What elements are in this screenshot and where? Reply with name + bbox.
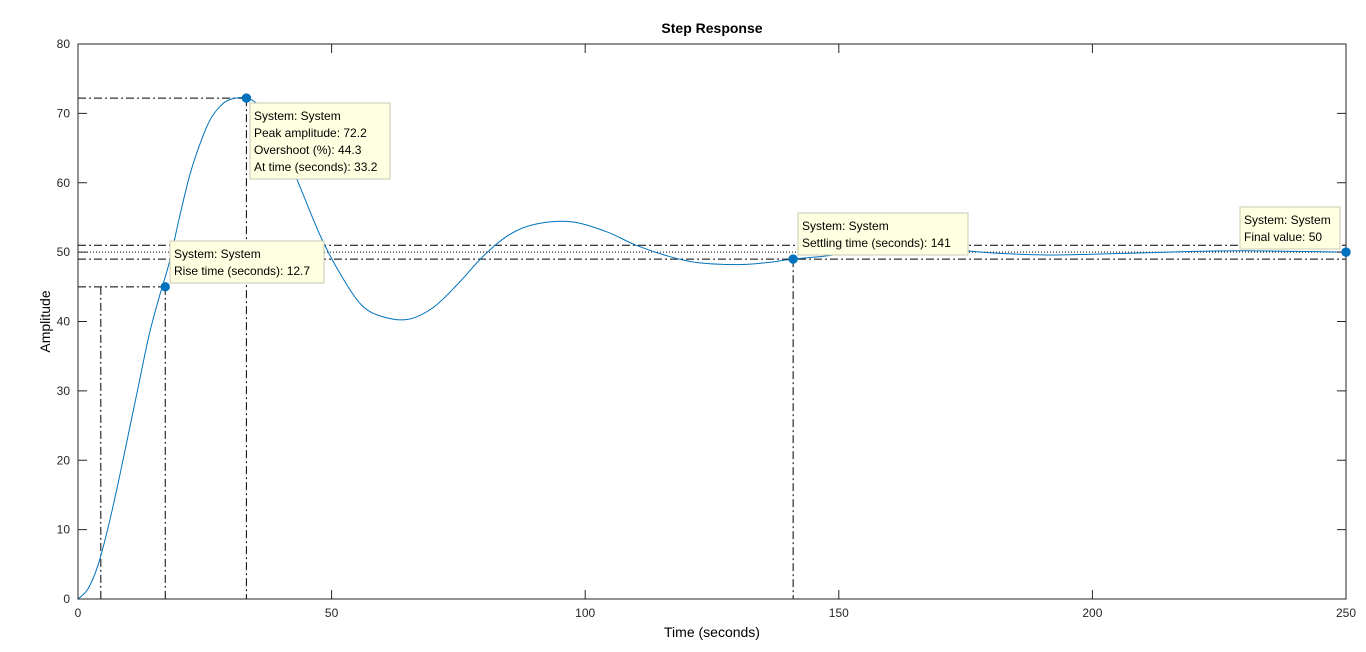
rise-time-tip-line: Rise time (seconds): 12.7 <box>174 264 310 278</box>
peak-marker[interactable] <box>241 93 252 103</box>
axes: 0 50 100 150 200 250 0 10 20 30 40 50 60 70 80 <box>57 37 1357 620</box>
y-tick-label: 30 <box>57 384 71 398</box>
y-tick-label: 60 <box>57 176 71 190</box>
settling-time-marker[interactable] <box>788 254 798 264</box>
peak-tip: System: System Peak amplitude: 72.2 Oversh… <box>249 102 391 180</box>
final-value-tip-line: Final value: 50 <box>1244 230 1322 244</box>
settling-time-tip: System: System Settling time (seconds): 1… <box>797 212 969 256</box>
y-tick-label: 20 <box>57 453 71 467</box>
peak-tip-line: Overshoot (%): 44.3 <box>254 143 362 157</box>
x-tick-label: 150 <box>829 606 849 620</box>
peak-tip-line: At time (seconds): 33.2 <box>254 160 378 174</box>
x-tick-label: 50 <box>325 606 339 620</box>
peak-tip-line: Peak amplitude: 72.2 <box>254 126 367 140</box>
x-tick-label: 100 <box>575 606 595 620</box>
x-tick-label: 200 <box>1082 606 1102 620</box>
y-tick-label: 80 <box>57 37 71 51</box>
settling-time-tip-line: Settling time (seconds): 141 <box>802 236 951 250</box>
y-tick-label: 70 <box>57 106 71 120</box>
rise-time-marker[interactable] <box>160 282 170 292</box>
final-value-marker[interactable] <box>1341 247 1351 257</box>
x-axis-label: Time (seconds) <box>664 624 760 640</box>
y-axis-label: Amplitude <box>37 290 53 352</box>
final-value-tip: System: System Final value: 50 <box>1239 206 1341 250</box>
x-tick-label: 0 <box>75 606 82 620</box>
settling-time-tip-line: System: System <box>802 219 889 233</box>
y-tick-label: 50 <box>57 245 71 259</box>
chart-title: Step Response <box>661 20 762 36</box>
final-value-tip-box <box>1239 206 1341 250</box>
rise-time-tip: System: System Rise time (seconds): 12.7 <box>169 240 325 284</box>
y-tick-label: 40 <box>57 315 71 329</box>
x-tick-label: 250 <box>1336 606 1356 620</box>
peak-tip-line: System: System <box>254 109 341 123</box>
final-value-tip-line: System: System <box>1244 213 1331 227</box>
y-tick-label: 0 <box>63 592 70 606</box>
y-tick-label: 10 <box>57 523 71 537</box>
peak-tip-box <box>249 102 391 180</box>
rise-time-tip-line: System: System <box>174 247 261 261</box>
data-markers[interactable] <box>160 93 1351 292</box>
rise-time-tip-box <box>169 240 325 284</box>
settling-time-tip-box <box>797 212 969 256</box>
